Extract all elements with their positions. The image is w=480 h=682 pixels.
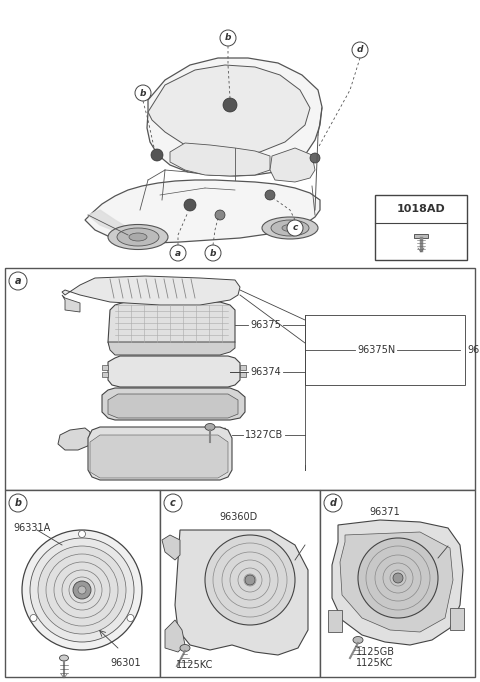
- Polygon shape: [88, 427, 232, 480]
- Polygon shape: [332, 520, 463, 645]
- Circle shape: [287, 220, 303, 236]
- Polygon shape: [215, 428, 228, 458]
- Ellipse shape: [129, 233, 147, 241]
- Polygon shape: [414, 234, 428, 238]
- Polygon shape: [148, 65, 310, 156]
- Circle shape: [38, 546, 126, 634]
- Text: b: b: [140, 89, 146, 98]
- Circle shape: [215, 210, 225, 220]
- Polygon shape: [90, 435, 228, 478]
- Text: 1018AD: 1018AD: [396, 204, 445, 214]
- Circle shape: [22, 530, 142, 650]
- Polygon shape: [88, 210, 128, 235]
- Circle shape: [265, 190, 275, 200]
- Bar: [102, 372, 108, 377]
- Ellipse shape: [262, 217, 318, 239]
- Circle shape: [73, 581, 91, 599]
- Bar: [305, 315, 465, 385]
- Circle shape: [151, 149, 163, 161]
- Circle shape: [78, 586, 86, 594]
- Circle shape: [310, 153, 320, 163]
- Polygon shape: [340, 532, 453, 632]
- Text: 1125GB: 1125GB: [356, 647, 395, 657]
- Ellipse shape: [271, 220, 309, 236]
- Ellipse shape: [180, 644, 190, 651]
- Text: b: b: [14, 498, 22, 508]
- Ellipse shape: [60, 655, 69, 661]
- Polygon shape: [175, 530, 308, 655]
- Polygon shape: [108, 394, 238, 418]
- Polygon shape: [108, 356, 240, 387]
- Text: a: a: [175, 248, 181, 258]
- Circle shape: [205, 535, 295, 625]
- Text: 96370N: 96370N: [467, 345, 480, 355]
- Ellipse shape: [205, 424, 215, 430]
- Polygon shape: [162, 535, 180, 560]
- Polygon shape: [62, 276, 240, 305]
- Text: 96331A: 96331A: [13, 523, 50, 533]
- Text: c: c: [292, 224, 298, 233]
- Text: 96360D: 96360D: [219, 512, 257, 522]
- Circle shape: [164, 494, 182, 512]
- Circle shape: [30, 614, 37, 621]
- Bar: [375, 195, 467, 260]
- Text: 96301: 96301: [110, 658, 141, 668]
- Polygon shape: [270, 148, 315, 182]
- Bar: [240, 365, 246, 370]
- Bar: [320, 490, 475, 677]
- Circle shape: [220, 30, 236, 46]
- Polygon shape: [102, 388, 245, 420]
- Text: 1125KC: 1125KC: [176, 660, 214, 670]
- Circle shape: [358, 538, 438, 618]
- Circle shape: [30, 538, 134, 642]
- Circle shape: [79, 531, 85, 537]
- Polygon shape: [147, 58, 322, 176]
- Text: b: b: [225, 33, 231, 42]
- Polygon shape: [85, 180, 320, 243]
- Circle shape: [9, 494, 27, 512]
- Bar: [450, 608, 464, 630]
- Text: 1327CB: 1327CB: [245, 430, 283, 440]
- Polygon shape: [170, 143, 270, 176]
- Circle shape: [9, 272, 27, 290]
- Text: d: d: [357, 46, 363, 55]
- Ellipse shape: [282, 224, 298, 231]
- Bar: [160, 490, 320, 677]
- Circle shape: [223, 98, 237, 112]
- Circle shape: [205, 245, 221, 261]
- Bar: [5, 268, 475, 490]
- Circle shape: [324, 494, 342, 512]
- Polygon shape: [62, 295, 80, 312]
- Circle shape: [352, 42, 368, 58]
- Ellipse shape: [108, 224, 168, 250]
- Text: a: a: [15, 276, 21, 286]
- Circle shape: [135, 85, 151, 101]
- Text: 96375: 96375: [250, 320, 281, 330]
- Bar: [102, 365, 108, 370]
- Text: b: b: [210, 248, 216, 258]
- Bar: [5, 490, 160, 677]
- Circle shape: [184, 199, 196, 211]
- Text: 96371: 96371: [370, 507, 400, 517]
- Circle shape: [127, 614, 134, 621]
- Text: 96375N: 96375N: [357, 345, 395, 355]
- Circle shape: [170, 245, 186, 261]
- Polygon shape: [108, 342, 235, 355]
- Text: c: c: [170, 498, 176, 508]
- Polygon shape: [58, 428, 90, 450]
- Bar: [328, 610, 342, 632]
- Circle shape: [393, 573, 403, 583]
- Polygon shape: [165, 620, 185, 652]
- Text: d: d: [329, 498, 336, 508]
- Bar: [240, 372, 246, 377]
- Polygon shape: [108, 302, 235, 350]
- Circle shape: [245, 575, 255, 585]
- Ellipse shape: [353, 636, 363, 644]
- Ellipse shape: [117, 228, 159, 246]
- Text: 1125KC: 1125KC: [356, 658, 394, 668]
- Text: 96374: 96374: [250, 367, 281, 377]
